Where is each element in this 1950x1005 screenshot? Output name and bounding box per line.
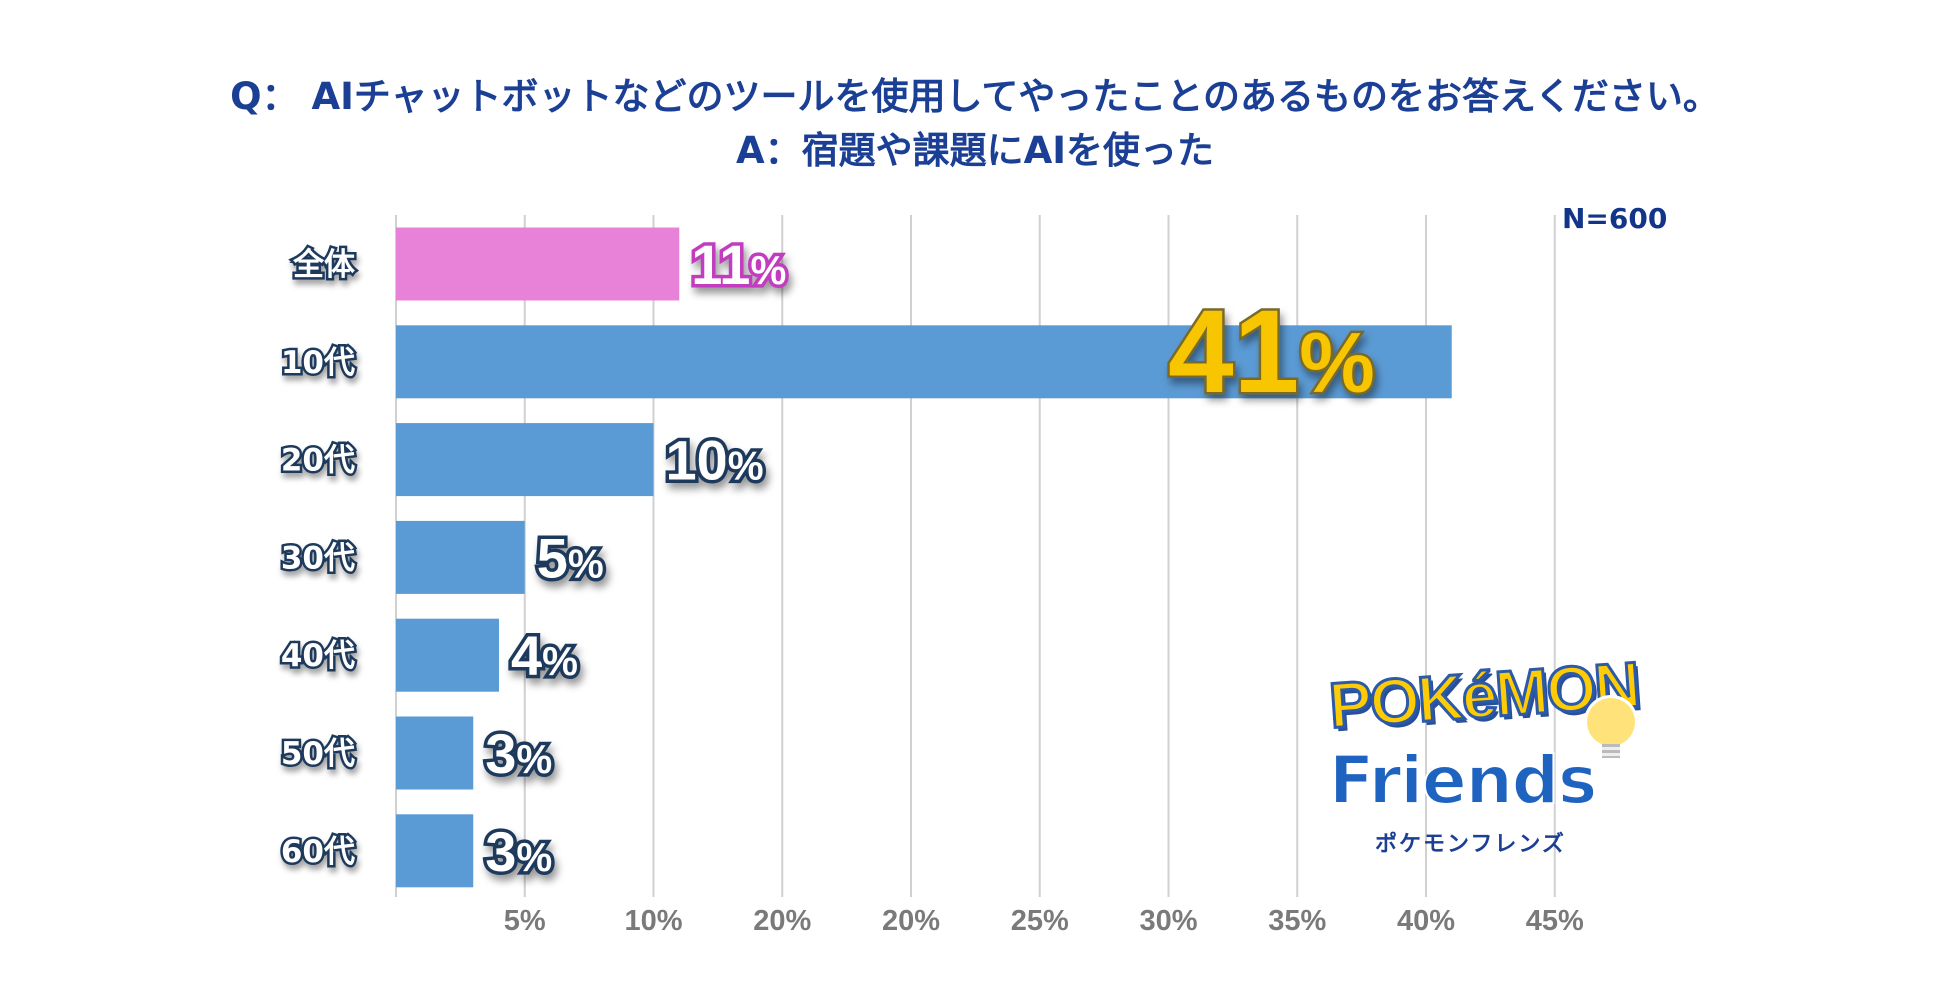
chart-subtitle: A：宿題や課題にAIを使った [735,129,1215,172]
category-label: 50代 [281,736,355,772]
value-label: 4% [511,624,578,687]
category-label: 10代 [281,345,355,381]
x-tick-label: 30% [1139,905,1197,937]
percent-sign: % [542,638,578,684]
bar [396,520,525,594]
bar [396,814,474,888]
percent-sign: % [750,247,786,293]
x-tick-label: 25% [1011,905,1069,937]
pokemon-friends-logo: POKéMON Friends ポケモンフレンズ [1325,647,1655,860]
x-tick-label: 20% [882,905,940,937]
category-label: 60代 [281,834,355,870]
value-label: 3% [485,722,552,785]
value-label: 3% [485,820,552,883]
bar [396,227,680,301]
bar [396,716,474,790]
percent-sign: % [728,443,764,489]
x-tick-label: 5% [504,905,546,937]
x-tick-label: 10% [624,905,682,937]
bar [396,618,499,692]
category-label: 全体 [292,247,355,283]
value-label: 5% [537,526,604,589]
category-label: 30代 [281,540,355,576]
lightbulb-icon [1587,698,1635,758]
x-tick-label: 35% [1268,905,1326,937]
value-label: 10% [666,429,764,492]
category-label: 20代 [281,443,355,479]
logo-kana-text: ポケモンフレンズ [1375,832,1566,857]
sample-size: N=600 [1562,202,1668,235]
percent-sign: % [516,834,552,880]
value-label: 41% [1168,286,1375,418]
bar [396,423,654,497]
percent-sign: % [568,540,604,586]
chart-title: Q： AIチャットボットなどのツールを使用してやったことのあるものをお答えくださ… [230,75,1720,118]
bar [396,325,1452,399]
percent-sign: % [516,736,552,782]
x-tick-label: 45% [1526,905,1584,937]
x-tick-label: 40% [1397,905,1455,937]
percent-sign: % [1299,316,1375,411]
category-label: 40代 [281,638,355,674]
logo-friends-text: Friends [1328,741,1598,820]
x-tick-label: 20% [753,905,811,937]
value-label: 11% [691,233,786,296]
